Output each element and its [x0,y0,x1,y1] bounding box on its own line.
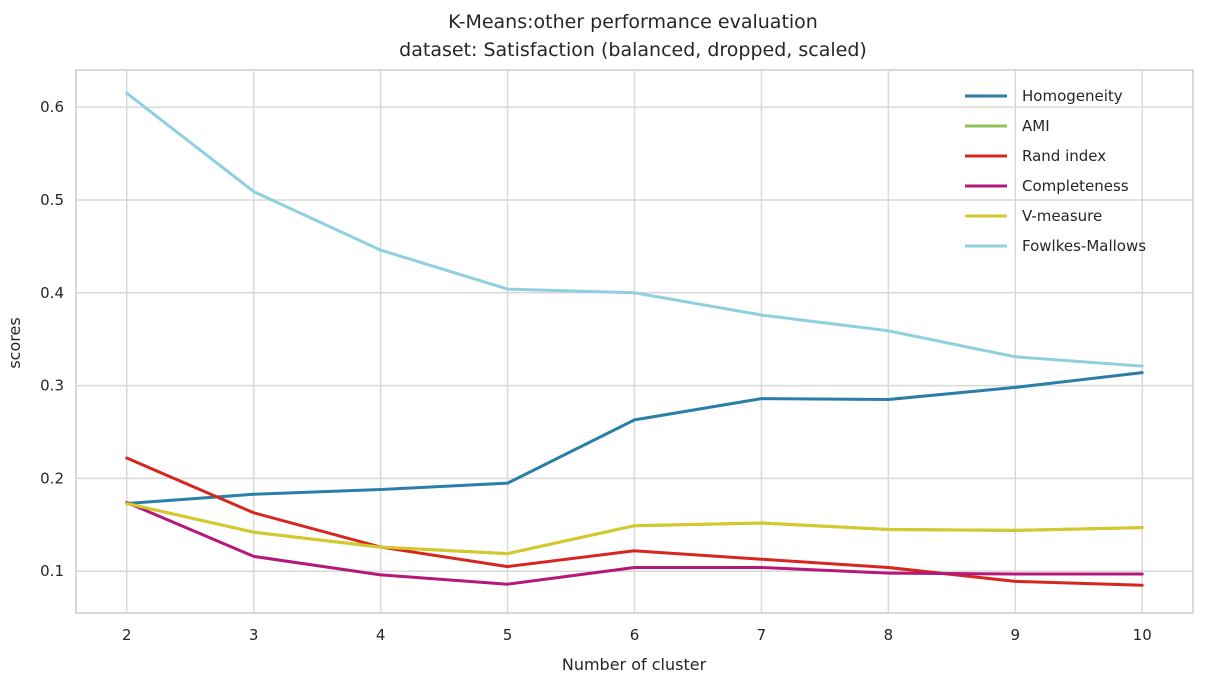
x-axis-label: Number of cluster [562,655,707,674]
y-tick-label: 0.2 [40,469,64,487]
y-tick-labels: 0.1 0.2 0.3 0.4 0.5 0.6 [40,98,64,580]
y-tick-label: 0.6 [40,98,64,116]
x-tick-label: 4 [376,626,386,644]
legend-label: Completeness [1022,177,1129,195]
y-tick-label: 0.5 [40,191,64,209]
chart-subtitle: dataset: Satisfaction (balanced, dropped… [399,39,867,61]
y-tick-label: 0.3 [40,377,64,395]
series-lines [125,91,1144,587]
x-tick-label: 5 [503,626,513,644]
chart-title: K-Means:other performance evaluation [448,11,818,33]
x-tick-label: 7 [757,626,767,644]
legend-label: Fowlkes-Mallows [1022,237,1146,255]
y-tick-label: 0.4 [40,284,64,302]
legend-label: V-measure [1022,207,1102,225]
x-tick-label: 10 [1133,626,1152,644]
y-tick-label: 0.1 [40,562,64,580]
x-tick-label: 6 [630,626,640,644]
legend: Homogeneity AMI Rand index Completeness V-me… [965,87,1146,255]
legend-label: AMI [1022,117,1050,135]
series-line-homogeneity [125,371,1144,505]
x-tick-label: 8 [884,626,894,644]
series-line-rand-index [125,456,1144,587]
series-line-fowlkes-mallows [125,91,1144,368]
legend-label: Rand index [1022,147,1106,165]
series-line-completeness [125,501,1144,586]
x-tick-label: 3 [249,626,259,644]
series-line-v-measure [125,502,1144,556]
x-tick-label: 9 [1011,626,1021,644]
legend-label: Homogeneity [1022,87,1123,105]
y-axis-label: scores [5,317,24,368]
x-tick-label: 2 [122,626,132,644]
x-tick-labels: 2 3 4 5 6 7 8 9 10 [122,626,1152,644]
